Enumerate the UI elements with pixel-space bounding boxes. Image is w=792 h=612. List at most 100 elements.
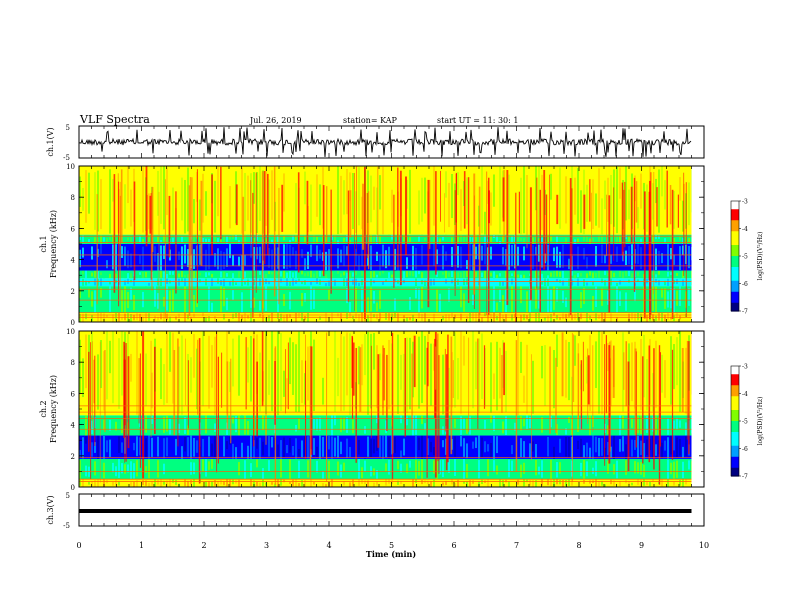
spectrogram-texel: [685, 466, 687, 475]
spectrogram-texel: [553, 286, 555, 310]
spectrogram-texel: [370, 175, 372, 223]
spectrogram-texel: [418, 236, 420, 242]
spectrogram-texel: [616, 282, 618, 286]
spectrogram-texel: [295, 479, 297, 487]
spectrogram-texel: [337, 461, 339, 476]
spectrogram-texel: [382, 287, 384, 311]
spectrogram-texel: [106, 168, 108, 233]
spectrogram-texel: [79, 279, 81, 287]
spectrogram-texel: [271, 300, 273, 309]
spectrogram-texel: [574, 459, 576, 475]
spectrogram-texel: [637, 462, 639, 474]
spectrogram-texel: [637, 312, 639, 321]
spectrogram-texel: [628, 480, 630, 485]
impulse-streak: [503, 342, 505, 396]
spectrogram-texel: [451, 246, 453, 267]
ch3-ytick-top: 5: [66, 492, 70, 500]
spectrogram-texel: [316, 270, 318, 279]
spectrogram-texel: [577, 289, 579, 313]
spectrogram-texel: [670, 279, 672, 286]
spectrogram-texel: [454, 314, 456, 319]
freq-tick-label: 2: [71, 288, 75, 296]
spectrogram-texel: [505, 234, 507, 244]
spectrogram-texel: [442, 245, 444, 270]
spectrogram-texel: [388, 168, 390, 234]
spectrogram-texel: [253, 172, 255, 204]
spectrogram-texel: [250, 463, 252, 478]
spectrogram-texel: [103, 462, 105, 479]
spectrogram-texel: [511, 235, 513, 243]
spectrogram-texel: [310, 235, 312, 244]
spectrogram-texel: [88, 288, 90, 298]
spectrogram-texel: [415, 190, 417, 233]
spectrogram-texel: [559, 167, 561, 229]
spectrogram-texel: [184, 244, 186, 264]
spectrogram-texel: [487, 444, 489, 452]
spectrogram-texel: [544, 479, 546, 486]
spectrogram-texel: [337, 166, 339, 235]
spectrogram-texel: [568, 258, 570, 270]
spectrogram-texel: [667, 278, 669, 286]
spectrogram-texel: [226, 236, 228, 244]
impulse-streak: [642, 356, 644, 464]
spectrogram-texel: [337, 248, 339, 269]
spectrogram-texel: [562, 166, 564, 234]
spectrogram-texel: [514, 422, 516, 431]
spectrogram-texel: [280, 440, 282, 459]
impulse-streak: [399, 170, 402, 286]
spectrogram-texel: [430, 312, 432, 319]
spectrogram-texel: [484, 419, 486, 430]
spectrogram-texel: [448, 459, 450, 473]
impulse-streak: [649, 180, 651, 320]
spectrogram-texel: [112, 280, 114, 286]
spectrogram-texel: [157, 293, 159, 309]
spectrogram-texel: [514, 234, 516, 243]
spectrogram-texel: [175, 415, 177, 433]
spectrogram-texel: [295, 280, 297, 284]
impulse-streak: [591, 192, 592, 243]
impulse-streak: [93, 359, 95, 404]
spectrogram-texel: [184, 437, 186, 452]
spectrogram-texel: [127, 273, 129, 279]
spectrogram-texel: [379, 271, 381, 276]
impulse-streak: [685, 182, 687, 318]
spectrogram-texel: [346, 479, 348, 487]
spectrogram-texel: [388, 339, 390, 410]
spectrogram-texel: [160, 479, 162, 487]
spectrogram-texel: [112, 482, 114, 486]
spectrogram-texel: [661, 459, 663, 476]
spectrogram-texel: [622, 251, 624, 262]
spectrogram-texel: [688, 480, 690, 486]
spectrogram-texel: [637, 279, 639, 282]
spectrogram-texel: [394, 189, 396, 227]
spectrogram-texel: [502, 295, 504, 313]
spectrogram-texel: [535, 270, 537, 278]
impulse-streak: [556, 194, 559, 225]
spectrogram-texel: [502, 271, 504, 278]
ch1-waveform-panel: 5 -5 ch.1(V): [46, 124, 705, 162]
impulse-streak: [531, 354, 532, 461]
spectrogram-texel: [598, 481, 600, 487]
spectrogram-texel: [676, 290, 678, 306]
spectrogram-texel: [436, 339, 438, 413]
spectrogram-texel: [475, 286, 477, 312]
spectrogram-texel: [292, 313, 294, 322]
spectrogram-texel: [406, 317, 408, 322]
spectrogram-texel: [397, 334, 399, 414]
spectrogram-texel: [115, 353, 117, 412]
spectrogram-texel: [322, 288, 324, 299]
spectrogram-texel: [439, 337, 441, 389]
spectrogram-texel: [337, 435, 339, 458]
spectrogram-texel: [520, 438, 522, 458]
spectrogram-texel: [634, 439, 636, 450]
spectrogram-texel: [394, 437, 396, 454]
spectrogram-texel: [682, 416, 684, 432]
spectrogram-texel: [655, 416, 657, 435]
spectrogram-texel: [670, 336, 672, 405]
spectrogram-texel: [451, 271, 453, 277]
spectrogram-texel: [100, 278, 102, 286]
spectrogram-texel: [490, 272, 492, 277]
spectrogram-texel: [214, 423, 216, 432]
spectrogram-texel: [430, 239, 432, 243]
